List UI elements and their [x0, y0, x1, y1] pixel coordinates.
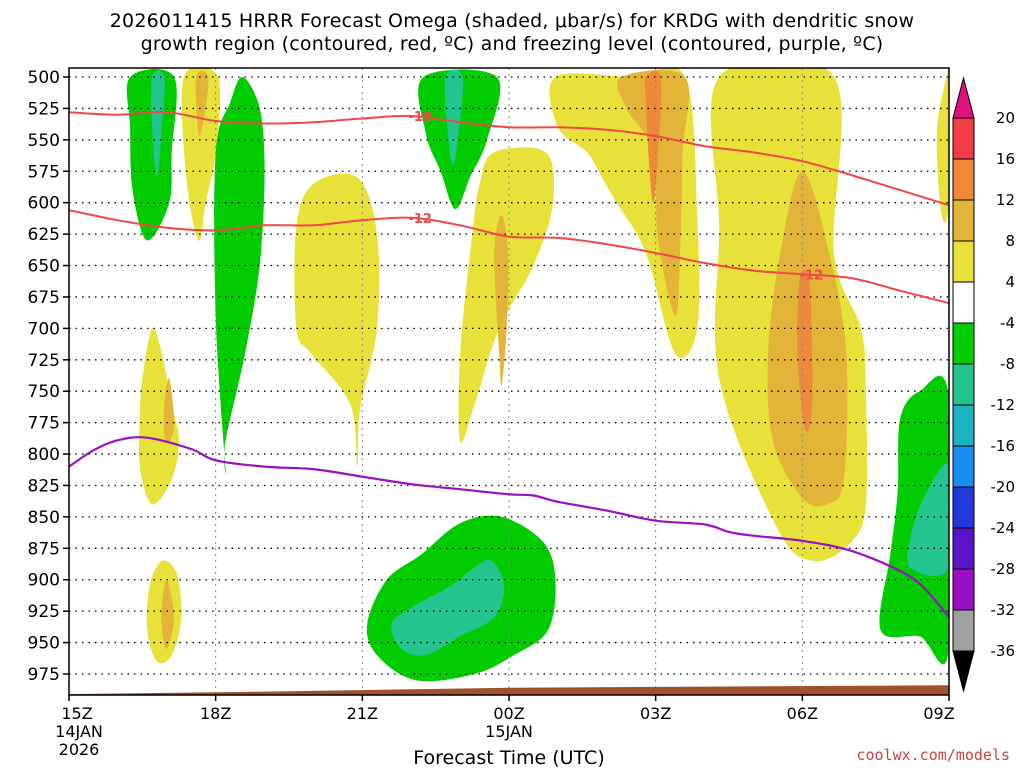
colorbar-bin — [952, 527, 975, 570]
colorbar-bin — [952, 568, 975, 611]
y-tick-label: 900 — [28, 571, 60, 591]
omega-region-up-h — [936, 68, 949, 223]
omega-region-down-e-core — [907, 463, 949, 577]
chart-title-line2: growth region (contoured, red, ºC) and f… — [140, 33, 884, 55]
colorbar-bin — [952, 199, 975, 242]
omega-region-down-c-core — [444, 69, 464, 166]
colorbar-bin — [952, 445, 975, 488]
x-tick-label: 21Z — [347, 704, 378, 723]
y-tick-label: 675 — [28, 288, 60, 308]
y-tick-label: 500 — [28, 68, 60, 88]
dgz-contour--12-1 — [69, 209, 949, 305]
terrain-fill — [69, 685, 949, 695]
y-tick-label: 975 — [28, 665, 60, 685]
colorbar-label: 16 — [996, 150, 1015, 168]
colorbar-label: -16 — [991, 437, 1016, 455]
x-tick-label: 06Z — [787, 704, 818, 723]
colorbar-bin — [952, 240, 975, 283]
colorbar-bin — [952, 322, 975, 365]
omega-region-up-g-core — [797, 269, 813, 432]
y-tick-label: 525 — [28, 99, 60, 119]
x-tick-label: 18Z — [200, 704, 231, 723]
omega-region-up-b-core — [163, 378, 175, 443]
colorbar-label: 4 — [1005, 273, 1015, 291]
dgz-contour-label: -12 — [800, 268, 824, 283]
colorbar-label: -20 — [991, 478, 1016, 496]
x-tick-label: 15Z — [61, 704, 92, 723]
colorbar-label: -32 — [991, 601, 1016, 619]
axes: 500 525 550 575 600 625 650 675 700 725 750 775 800 8… — [28, 68, 955, 768]
colorbar-label: -8 — [1000, 355, 1015, 373]
chart-title-line1: 2026011415 HRRR Forecast Omega (shaded, … — [109, 10, 915, 32]
colorbar-bin — [952, 281, 975, 324]
x-tick-label: 00Z — [493, 704, 524, 723]
dgz-contour--18-0 — [69, 110, 949, 207]
omega-region-up-a-core — [195, 70, 209, 137]
x-axis-label: Forecast Time (UTC) — [413, 747, 604, 768]
colorbar-label: 8 — [1005, 232, 1015, 250]
grid-lines — [69, 68, 949, 695]
colorbar-label: -4 — [1000, 314, 1015, 332]
omega-region-down-e — [879, 375, 949, 665]
y-tick-label: 550 — [28, 131, 60, 151]
omega-region-down-b — [214, 76, 265, 475]
omega-region-down-d-core — [391, 559, 505, 656]
x-tick-year: 2026 — [59, 740, 100, 759]
colorbar-bin — [952, 404, 975, 447]
dgz-contour-label: -12 — [408, 212, 432, 227]
y-tick-label: 575 — [28, 162, 60, 182]
colorbar-label: -36 — [991, 642, 1016, 660]
dgz-contours: -18 -12 -12 — [69, 110, 949, 305]
y-tick-label: 700 — [28, 319, 60, 339]
colorbar-label: 20 — [996, 109, 1015, 127]
omega-region-up-e-core — [494, 215, 509, 386]
y-tick-label: 625 — [28, 225, 60, 245]
omega-region-down-a-core — [151, 70, 165, 178]
omega-shading — [69, 68, 949, 695]
colorbar-bin — [952, 609, 975, 652]
y-tick-label: 850 — [28, 508, 60, 528]
colorbar: 20 16 12 8 4 -4 -8 -12 -16 -20 -24 -28 -32 -36 — [952, 76, 1016, 693]
omega-region-up-c-core — [161, 579, 175, 650]
y-tick-label: 950 — [28, 634, 60, 654]
omega-region-up-a — [181, 68, 221, 241]
colorbar-label: -12 — [991, 396, 1016, 414]
dgz-contour-label: -18 — [408, 110, 432, 125]
x-tick-label: 03Z — [640, 704, 671, 723]
omega-region-up-b — [138, 327, 179, 505]
omega-region-up-d — [294, 173, 380, 467]
colorbar-bin — [952, 117, 975, 160]
x-tick-label: 09Z — [923, 704, 954, 723]
credit-text[interactable]: coolwx.com/models — [856, 746, 1010, 764]
colorbar-top-arrow — [952, 76, 975, 119]
colorbar-bin — [952, 363, 975, 406]
colorbar-bottom-arrow — [952, 650, 975, 693]
colorbar-label: 12 — [996, 191, 1015, 209]
colorbar-bin — [952, 486, 975, 529]
y-tick-label: 750 — [28, 382, 60, 402]
terrain-layer — [69, 685, 949, 695]
y-tick-label: 825 — [28, 476, 60, 496]
y-tick-label: 800 — [28, 445, 60, 465]
colorbar-label: -28 — [991, 560, 1016, 578]
omega-region-up-f-mid — [617, 70, 690, 316]
y-tick-label: 725 — [28, 351, 60, 371]
y-tick-label: 650 — [28, 257, 60, 277]
x-tick-date: 15JAN — [485, 722, 533, 741]
freezing-level — [69, 436, 949, 619]
colorbar-label: -24 — [991, 519, 1016, 537]
y-tick-label: 875 — [28, 539, 60, 559]
colorbar-bin — [952, 158, 975, 201]
freezing-level-line — [69, 436, 949, 619]
y-tick-label: 600 — [28, 194, 60, 214]
y-tick-label: 775 — [28, 414, 60, 434]
x-tick-date: 14JAN — [55, 722, 103, 741]
y-tick-label: 925 — [28, 602, 60, 622]
